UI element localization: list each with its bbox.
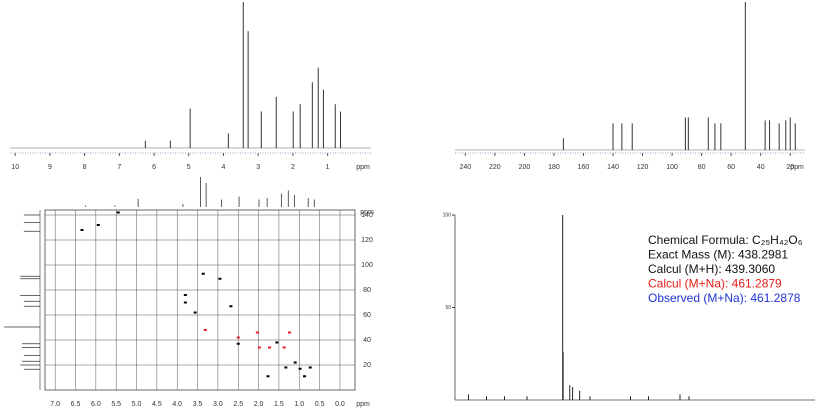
x-tick-label: 4.5 — [152, 401, 162, 408]
x-tick-label: 10 — [11, 164, 19, 171]
annotation: Calcul (M+Na): 461.2879 — [648, 277, 782, 291]
x-tick-label: 0.5 — [315, 401, 325, 408]
cross-peak — [218, 277, 222, 280]
cross-peak — [288, 331, 292, 334]
x-tick-label: 1 — [326, 164, 330, 171]
annotation: Chemical Formula: C₂₅H₄₂O₆ — [648, 233, 803, 247]
x-tick-label: 220 — [489, 164, 501, 171]
x-axis-label: ppm — [790, 164, 804, 171]
x-tick-label: 5 — [187, 164, 191, 171]
annotation: Calcul (M+H): 439.3060 — [648, 262, 775, 276]
cross-peak — [236, 336, 240, 339]
x-axis-label: ppm — [356, 401, 370, 408]
cross-peak — [183, 294, 187, 296]
x-tick-label: 6.5 — [71, 401, 81, 408]
x-tick-label: 2.0 — [254, 401, 264, 408]
cross-peak — [298, 367, 302, 370]
x-tick-label: 80 — [698, 164, 706, 171]
x-tick-label: 7.0 — [50, 401, 60, 408]
x-tick-label: 3.5 — [193, 401, 203, 408]
annotation: Exact Mass (M): 438.2981 — [648, 248, 788, 262]
cross-peak — [303, 375, 307, 378]
y-tick-label: 120 — [361, 237, 373, 244]
x-tick-label: 3.0 — [213, 401, 223, 408]
y-tick-label: 60 — [363, 312, 371, 319]
x-tick-label: 3 — [256, 164, 260, 171]
x-tick-label: 2.5 — [233, 401, 243, 408]
x-tick-label: 1.5 — [274, 401, 284, 408]
y-tick-label: 40 — [363, 337, 371, 344]
x-tick-label: 40 — [757, 164, 765, 171]
cross-peak — [193, 311, 197, 314]
x-tick-label: 5.5 — [111, 401, 121, 408]
x-tick-label: 6.0 — [91, 401, 101, 408]
cross-peak — [257, 346, 261, 349]
x-tick-label: 20 — [786, 164, 794, 171]
y-tick-label: 140 — [361, 212, 373, 219]
x-tick-label: 4.0 — [172, 401, 182, 408]
cross-peak — [201, 272, 205, 275]
x-tick-label: 0.0 — [335, 401, 345, 408]
x-tick-label: 140 — [607, 164, 619, 171]
cross-peak — [183, 301, 187, 304]
cross-peak — [268, 346, 272, 349]
cross-peak — [229, 305, 233, 308]
x-tick-label: 9 — [48, 164, 52, 171]
x-tick-label: 180 — [548, 164, 560, 171]
cross-peak — [266, 375, 270, 378]
cross-peak — [275, 341, 279, 344]
y-tick-label: 20 — [363, 362, 371, 369]
x-tick-label: 6 — [152, 164, 156, 171]
cross-peak — [203, 329, 207, 331]
x-tick-label: 100 — [666, 164, 678, 171]
cross-peak — [96, 224, 100, 226]
y-tick-label: 50 — [445, 305, 451, 311]
cross-peak — [255, 331, 259, 334]
cross-peak — [80, 229, 84, 231]
cross-peak — [284, 366, 288, 369]
annotation: Observed (M+Na): 461.2878 — [648, 291, 801, 305]
cross-peak — [282, 346, 286, 349]
x-tick-label: 8 — [83, 164, 87, 171]
cross-peak — [116, 211, 120, 214]
x-tick-label: 120 — [637, 164, 649, 171]
y-tick-label: 80 — [363, 287, 371, 294]
cross-peak — [293, 361, 297, 364]
plot-frame — [44, 209, 356, 391]
x-tick-label: 200 — [519, 164, 531, 171]
y-tick-label: 100 — [361, 262, 373, 269]
x-tick-label: 160 — [578, 164, 590, 171]
y-axis-label: ppm — [360, 209, 374, 216]
cross-peak — [236, 342, 240, 345]
x-tick-label: 60 — [727, 164, 735, 171]
x-tick-label: 240 — [459, 164, 471, 171]
x-tick-label: 1.0 — [294, 401, 304, 408]
y-tick-label: 100 — [443, 212, 452, 218]
x-tick-label: 2 — [291, 164, 295, 171]
x-tick-label: 7 — [117, 164, 121, 171]
x-tick-label: 5.0 — [132, 401, 142, 408]
x-axis-label: ppm — [356, 164, 370, 171]
cross-peak — [308, 366, 312, 369]
x-tick-label: 4 — [222, 164, 226, 171]
